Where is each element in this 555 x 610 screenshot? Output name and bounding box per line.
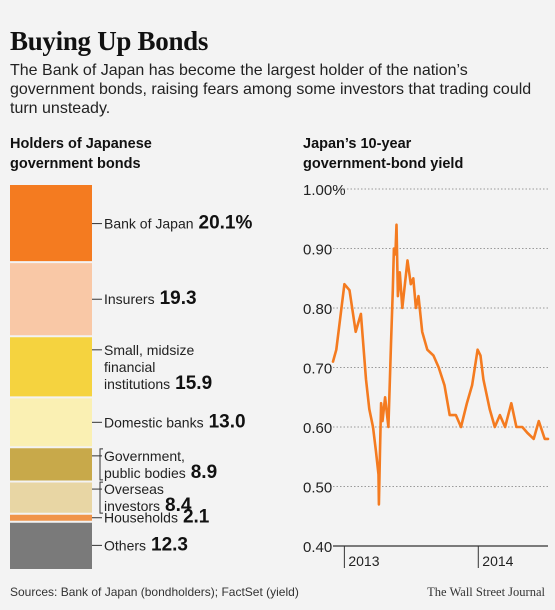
holders-bar-segment [10, 397, 92, 448]
holders-bar-segment [10, 262, 92, 337]
y-tick-label: 0.40 [303, 539, 332, 556]
holders-bar-segment [10, 447, 92, 482]
segment-label: Households 2.1 [104, 507, 210, 528]
segment-label: financial [104, 359, 155, 375]
holders-bar-segment [10, 185, 92, 263]
yield-title-line-2: government-bond yield [303, 156, 464, 172]
segment-label: Overseas [104, 481, 164, 497]
y-tick-label: 0.60 [303, 420, 332, 437]
yield-title-line-1: Japan’s 10-year [303, 136, 412, 152]
holders-title-line-1: Holders of Japanese [10, 136, 152, 152]
segment-label: investors 8.4 [104, 495, 192, 516]
holders-title-line-2: government bonds [10, 156, 141, 172]
y-tick-label: 0.50 [303, 480, 332, 497]
segment-label: Bank of Japan 20.1% [104, 213, 252, 234]
holders-panel-title: Holders of Japanese government bonds [10, 134, 152, 174]
x-tick-label: 2013 [348, 553, 379, 569]
chart-subtitle: The Bank of Japan has become the largest… [10, 62, 532, 117]
y-tick-label: 0.90 [303, 242, 332, 259]
segment-label: Others 12.3 [104, 534, 188, 555]
y-tick-label: 0.80 [303, 301, 332, 318]
segment-label: institutions 15.9 [104, 373, 212, 394]
yield-panel-title: Japan’s 10-year government-bond yield [303, 134, 463, 174]
sources-note: Sources: Bank of Japan (bondholders); Fa… [10, 585, 299, 599]
holders-bar-segment [10, 336, 92, 398]
yield-series-line [331, 223, 550, 506]
segment-bracket [99, 481, 103, 514]
y-tick-label: 1.00% [303, 182, 346, 199]
x-tick-label: 2014 [482, 553, 513, 569]
segment-bracket [99, 448, 103, 481]
segment-label: Insurers 19.3 [104, 288, 197, 309]
holders-bar-segment [10, 521, 92, 569]
holders-bar-segment [10, 513, 92, 522]
segment-label: Small, midsize [104, 342, 194, 358]
publisher-credit: The Wall Street Journal [427, 585, 545, 599]
segment-label: Domestic banks 13.0 [104, 411, 246, 432]
segment-label: Government, [104, 448, 185, 464]
y-tick-label: 0.70 [303, 361, 332, 378]
chart-title: Buying Up Bonds [10, 26, 209, 56]
holders-bar-segment [10, 481, 92, 514]
